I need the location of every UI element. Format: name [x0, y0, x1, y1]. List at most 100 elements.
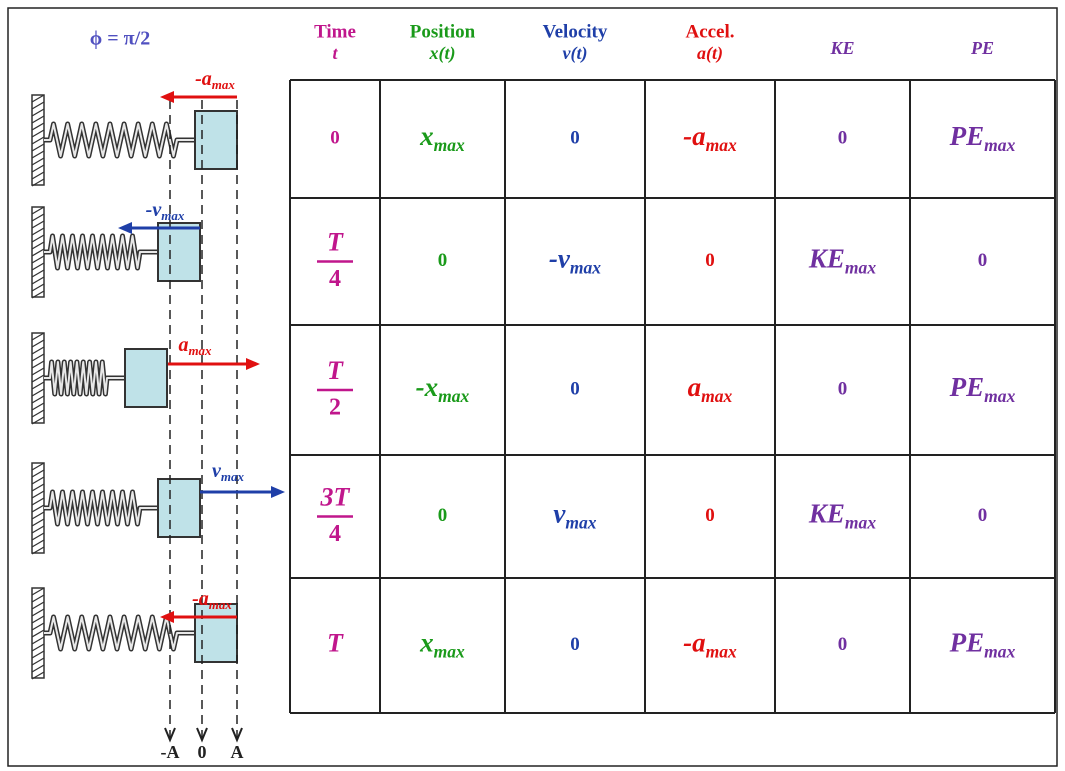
wall-hatch — [31, 594, 45, 603]
spring — [44, 123, 195, 157]
wall-hatch — [31, 615, 45, 624]
wall-hatch — [31, 136, 45, 145]
wall-hatch — [31, 504, 45, 513]
header-symbol: KE — [829, 38, 854, 58]
cell-value-base: a — [688, 372, 702, 402]
cell-value: -vmax — [549, 244, 601, 278]
mass-block — [157, 478, 201, 538]
arrow-head — [271, 486, 285, 498]
cell-value: 0 — [570, 634, 580, 655]
arrow-label: -amax — [195, 68, 235, 92]
header-symbol: t — [332, 43, 338, 63]
spring — [44, 235, 158, 269]
wall-hatch — [31, 518, 45, 527]
cell-value: T — [327, 628, 344, 657]
wall-hatch — [31, 94, 45, 103]
wall-hatch — [31, 490, 45, 499]
cell-value: 0 — [438, 505, 448, 526]
wall-hatch — [31, 353, 45, 362]
wall-hatch — [31, 241, 45, 250]
wall-hatch — [31, 462, 45, 471]
axis-label: -A — [161, 742, 180, 762]
arrow-head — [118, 222, 132, 234]
header-name: Velocity — [543, 21, 608, 42]
wall-hatch — [31, 220, 45, 229]
arrow-label-base: a — [178, 334, 188, 356]
phase-label: ϕ = π/2 — [90, 28, 150, 50]
cell-value: 0 — [838, 634, 848, 655]
wall-hatch — [31, 381, 45, 390]
spring — [44, 491, 158, 525]
cell-value-sub: max — [984, 135, 1015, 155]
cell-value: xmax — [419, 121, 465, 155]
wall-hatch — [31, 497, 45, 506]
cell-value-base: -a — [683, 628, 706, 658]
cell-value: 0 — [838, 378, 848, 399]
wall-hatch — [31, 483, 45, 492]
cell-value-base: KE — [808, 499, 845, 529]
arrow-label-base: -v — [146, 199, 163, 221]
wall-hatch — [31, 416, 45, 425]
wall-hatch — [31, 164, 45, 173]
wall-hatch — [31, 234, 45, 243]
wall-hatch — [31, 636, 45, 645]
fraction-denominator: 4 — [329, 521, 341, 547]
cell-value: 0 — [978, 505, 988, 526]
arrow-head — [160, 91, 174, 103]
wall-hatch — [31, 227, 45, 236]
cell-value: PEmax — [949, 372, 1016, 406]
fraction-numerator: T — [327, 356, 344, 385]
header-symbol: PE — [970, 38, 994, 58]
cell-value-base: PE — [949, 628, 985, 658]
cell-value-base: x — [419, 628, 434, 658]
guide-arrowhead — [164, 727, 176, 743]
wall-hatch — [31, 409, 45, 418]
wall-hatch — [31, 269, 45, 278]
fraction-numerator: T — [327, 227, 344, 256]
cell-value: PEmax — [949, 628, 1016, 662]
arrow-label: -vmax — [146, 199, 185, 223]
cell-value-base: x — [419, 121, 434, 151]
fraction-denominator: 2 — [329, 395, 341, 421]
wall-hatch — [31, 360, 45, 369]
cell-value-sub: max — [434, 135, 465, 155]
cell-value-sub: max — [706, 135, 737, 155]
wall-hatch — [31, 206, 45, 215]
wall-hatch — [31, 367, 45, 376]
wall-hatch — [31, 171, 45, 180]
wall-hatch — [31, 629, 45, 638]
header-name: Time — [314, 21, 356, 42]
wall-hatch — [31, 671, 45, 680]
arrow-head — [160, 611, 174, 623]
wall-hatch — [31, 346, 45, 355]
wall-hatch — [31, 332, 45, 341]
wall-hatch — [31, 143, 45, 152]
header-symbol: a(t) — [697, 43, 723, 64]
wall-hatch — [31, 276, 45, 285]
wall-hatch — [31, 608, 45, 617]
cell-value-base: PE — [949, 372, 985, 402]
cell-value-base: PE — [949, 121, 985, 151]
cell-value: 0 — [570, 127, 580, 148]
wall-hatch — [31, 469, 45, 478]
arrow-head — [246, 358, 260, 370]
guide-arrowhead — [231, 727, 243, 743]
wall-hatch — [31, 546, 45, 555]
frame — [7, 7, 1058, 767]
wall-hatch — [31, 262, 45, 271]
cell-value-sub: max — [845, 513, 876, 533]
wall-hatch — [31, 476, 45, 485]
wall-hatch — [31, 657, 45, 666]
cell-value-sub: max — [565, 513, 596, 533]
cell-value: amax — [688, 372, 733, 406]
wall-hatch — [31, 255, 45, 264]
wall-hatch — [31, 129, 45, 138]
cell-value: 0 — [570, 378, 580, 399]
wall-hatch — [31, 213, 45, 222]
wall-hatch — [31, 388, 45, 397]
cell-value: 0 — [978, 250, 988, 271]
cell-value: KEmax — [808, 244, 876, 278]
fraction-numerator: 3T — [320, 482, 351, 511]
